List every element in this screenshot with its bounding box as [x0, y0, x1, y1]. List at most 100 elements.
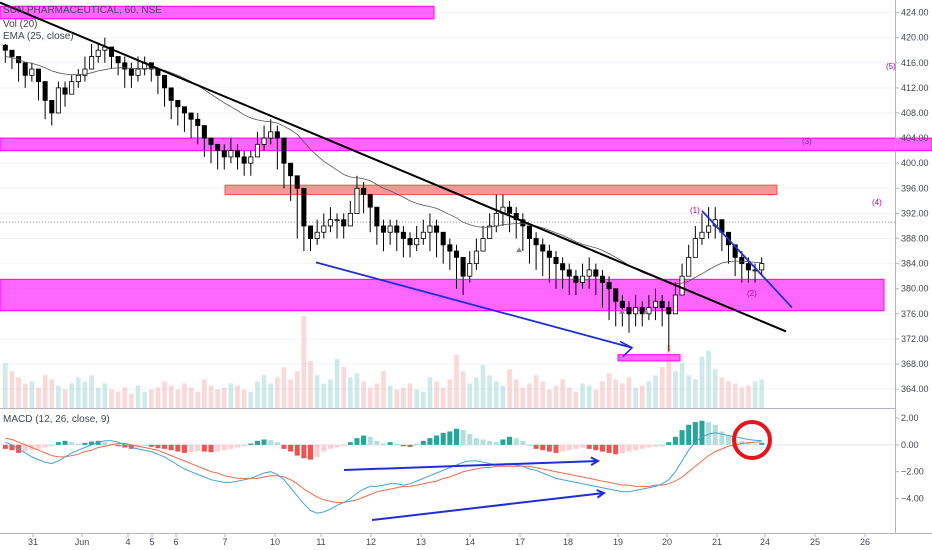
macd-bar	[281, 444, 287, 449]
volume-bar	[334, 358, 340, 408]
macd-bar	[82, 442, 88, 445]
candle-body	[580, 275, 586, 283]
time-tick-label: 11	[316, 537, 325, 547]
volume-bar	[639, 385, 645, 408]
candle-body	[89, 56, 95, 70]
candle-body	[228, 150, 234, 158]
macd-bar	[453, 428, 460, 445]
candle-body	[467, 263, 473, 277]
volume-bar	[36, 387, 41, 408]
volume-bar	[29, 381, 35, 408]
macd-bar	[314, 444, 320, 457]
macd-bar	[639, 444, 645, 449]
volume-bar	[109, 389, 114, 408]
macd-bar	[108, 443, 114, 445]
volume-bar	[341, 367, 347, 408]
ema-legend[interactable]: EMA (25, close)	[3, 31, 74, 42]
macd-bar	[480, 439, 486, 445]
time-tick-label: 26	[860, 537, 870, 547]
volume-bar	[739, 387, 745, 408]
volume-bar	[142, 391, 147, 408]
volume-bar	[420, 391, 426, 408]
candle-body	[321, 225, 327, 233]
volume-bar	[659, 367, 665, 408]
volume-bar	[613, 379, 619, 408]
time-tick-label: 5	[149, 537, 154, 547]
price-tick-label: 396.00	[901, 183, 929, 193]
macd-bar	[387, 442, 393, 445]
macd-bar	[467, 434, 473, 445]
candle-body	[122, 62, 128, 70]
lower-channel-line	[315, 261, 633, 349]
candle-body	[22, 62, 28, 76]
macd-bar	[659, 444, 665, 447]
macd-bar	[361, 435, 367, 445]
candle-body	[274, 131, 280, 139]
macd-divergence-arrow	[371, 492, 605, 521]
macd-bar	[686, 424, 692, 445]
price-axis[interactable]: 364.00 368.00 372.00 376.00 380.00 384.00 388.…	[895, 8, 929, 395]
macd-bar	[566, 444, 572, 451]
wave-label-4: (4)	[872, 198, 882, 207]
macd-bar	[2, 444, 8, 449]
volume-bar	[308, 360, 313, 408]
candles	[2, 37, 765, 352]
macd-bar	[533, 444, 539, 449]
volume-bar	[301, 316, 307, 408]
volume-bar	[82, 381, 88, 408]
macd-legend[interactable]: MACD (12, 26, close, 9)	[3, 414, 110, 425]
candle-body	[546, 250, 552, 258]
wave-label-2: (2)	[747, 289, 757, 298]
candle-body	[672, 294, 678, 315]
volume-bar	[208, 385, 214, 408]
macd-tick-label: 0.00	[901, 440, 919, 450]
candle-body	[434, 225, 440, 233]
symbol-title[interactable]: SUN PHARMACEUTICAL, 60, NSE	[3, 5, 162, 16]
time-tick-label: 31	[28, 537, 38, 547]
candle-body	[447, 244, 453, 252]
candle-body	[95, 49, 101, 57]
candle-body	[606, 282, 612, 290]
volume-bar	[255, 381, 260, 408]
macd-axis[interactable]: 2.00 0.00 −2.00 −4.00	[895, 413, 924, 503]
macd-signal-line	[5, 437, 762, 503]
macd-bar	[148, 444, 154, 447]
candle-body	[42, 81, 48, 101]
candle-body	[268, 131, 274, 139]
candle-body	[288, 162, 294, 177]
price-tick-label: 404.00	[901, 133, 929, 143]
volume-bar	[42, 375, 48, 408]
macd-bar	[294, 444, 300, 456]
candle-body	[679, 275, 685, 296]
volume-bar	[580, 383, 585, 408]
macd-bar	[168, 444, 174, 451]
volume-bar	[474, 377, 479, 408]
volume-bar	[221, 387, 227, 408]
candle-body	[49, 100, 55, 114]
volume-bar	[407, 383, 413, 408]
volume-bar	[155, 387, 161, 408]
price-tick-label: 420.00	[901, 33, 929, 43]
volume-bar	[148, 389, 154, 408]
volume-bar	[712, 369, 718, 408]
time-axis[interactable]: 31 Jun 4 5 6 7 10 11 12 13 14 17 18 19 20 21 24 25 26	[28, 533, 870, 547]
macd-bar	[427, 438, 433, 445]
candle-body	[666, 307, 672, 315]
time-tick-label: 4	[125, 537, 130, 547]
macd-bar	[739, 440, 745, 445]
volume-bar	[89, 375, 94, 408]
volume-bar	[600, 381, 605, 408]
macd-bar	[274, 442, 280, 445]
vol-legend[interactable]: Vol (20)	[3, 19, 37, 30]
macd-bar	[235, 444, 241, 448]
macd-bar	[49, 444, 55, 447]
volume-bar	[593, 389, 599, 408]
volume-bar	[520, 387, 526, 408]
macd-bar	[420, 440, 426, 445]
macd-bar	[526, 444, 532, 447]
candle-body	[739, 256, 745, 265]
zone-380	[0, 278, 885, 312]
price-tick-label: 380.00	[901, 284, 929, 294]
macd-bar	[613, 444, 619, 455]
